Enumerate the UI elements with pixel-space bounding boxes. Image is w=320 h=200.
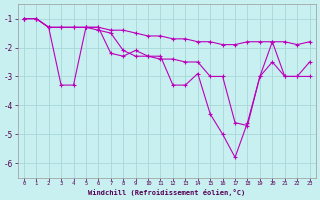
X-axis label: Windchill (Refroidissement éolien,°C): Windchill (Refroidissement éolien,°C)	[88, 189, 245, 196]
